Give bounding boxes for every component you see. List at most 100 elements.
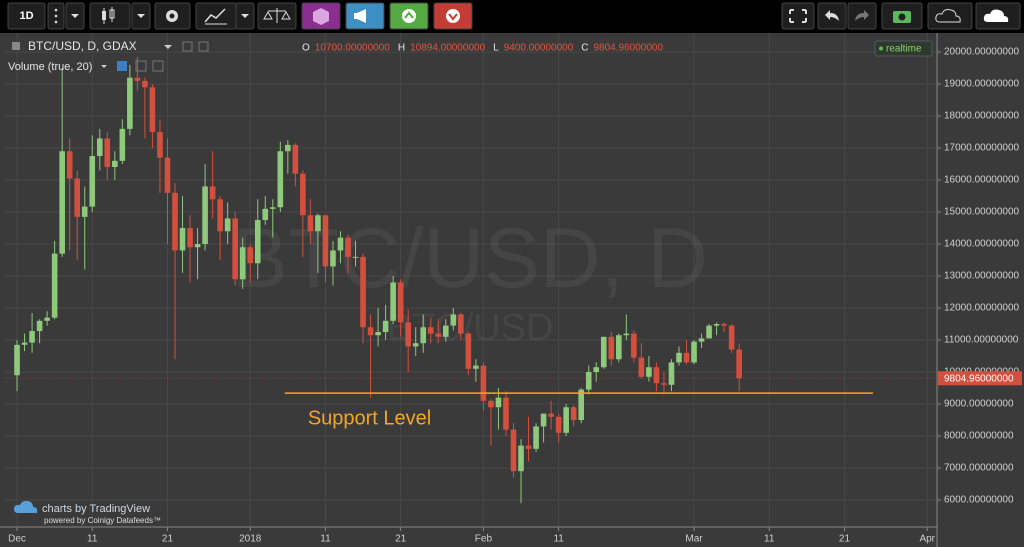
volume-settings[interactable] [135, 60, 147, 72]
candle-body [345, 237, 351, 257]
volume-label[interactable]: Volume (true, 20) [8, 61, 92, 73]
x-tick-label: Feb [475, 534, 493, 545]
candle-body [96, 138, 103, 157]
candle-body [202, 186, 208, 245]
x-tick-label: 11 [764, 534, 775, 545]
candle-body [593, 367, 600, 373]
candle-body [427, 327, 434, 334]
candle-body [51, 253, 58, 318]
candles [14, 56, 742, 504]
candle-body [322, 215, 329, 267]
candle-body [232, 218, 238, 280]
title-dropdown[interactable] [164, 45, 172, 49]
interval-button[interactable] [7, 2, 46, 30]
candle-body [473, 365, 479, 369]
candle-body [277, 151, 284, 208]
realtime-badge [874, 40, 933, 57]
y-tick-label: 17000.00000000 [944, 143, 1020, 154]
last-price-label: 9804.96000000 [944, 373, 1014, 384]
y-tick-label: 19000.00000000 [944, 79, 1020, 90]
x-tick-label: Apr [919, 534, 935, 545]
price-axis [937, 33, 1024, 547]
load-button[interactable] [927, 2, 973, 30]
last-price-box [938, 371, 1022, 386]
settings-icon[interactable] [198, 41, 209, 52]
candle-body [66, 151, 73, 179]
candle-body [209, 186, 216, 200]
x-tick-label: 21 [395, 534, 407, 545]
candle-body [81, 206, 88, 217]
candle-body [142, 80, 148, 88]
candle-body [405, 322, 411, 347]
candle-body [555, 416, 562, 433]
candle-body [74, 178, 81, 217]
candle-body [691, 341, 697, 363]
ohlc-value: 9400.00000000 [504, 43, 574, 54]
x-tick-label: 2018 [239, 534, 262, 545]
candle-body [292, 144, 299, 174]
candle-body [172, 192, 178, 251]
candle-body [540, 413, 547, 427]
candle-body [698, 338, 705, 342]
candle-body [164, 157, 171, 193]
candle-body [194, 244, 201, 248]
candle-body [44, 317, 50, 321]
powered-label: powered by Coinigy Datafeeds™ [44, 516, 161, 525]
fullscreen-button[interactable] [781, 2, 815, 30]
candle-body [390, 282, 396, 321]
candle-body [134, 77, 141, 81]
candle-body [563, 407, 569, 433]
indicators-button[interactable] [195, 2, 237, 30]
candle-body [420, 327, 427, 344]
candle-body [570, 407, 577, 421]
volume-dropdown[interactable] [101, 65, 107, 68]
candle-body [646, 367, 652, 377]
x-tick-label: 21 [162, 534, 174, 545]
candle-body [300, 173, 306, 216]
watermark: BTC/USD, D [232, 211, 708, 305]
candle-body [495, 397, 502, 408]
candle-body [149, 87, 156, 133]
candle-body [661, 383, 667, 385]
candle-body [465, 333, 472, 369]
candle-body [239, 247, 246, 280]
volume-icon[interactable] [117, 61, 127, 71]
y-tick-label: 6000.00000000 [944, 495, 1014, 506]
candle-body [623, 333, 630, 336]
candle-body [736, 349, 742, 379]
ohlc-key: L [493, 43, 499, 54]
x-tick-label: 11 [87, 534, 98, 545]
candle-body [608, 336, 615, 360]
candle-body [179, 228, 186, 251]
y-tick-label: 9000.00000000 [944, 399, 1014, 410]
volume-close[interactable] [152, 60, 164, 72]
series-icon [12, 42, 20, 50]
candle-body [676, 352, 682, 363]
y-tick-label: 14000.00000000 [944, 239, 1020, 250]
toolbar-icons [54, 7, 1009, 25]
ohlc-key: C [581, 43, 588, 54]
realtime-dot [879, 46, 883, 51]
candle-body [525, 445, 532, 449]
candle-body [89, 156, 96, 207]
candle-body [217, 199, 223, 232]
y-tick-label: 11000.00000000 [944, 335, 1019, 346]
candle-body [706, 325, 712, 339]
candle-body [600, 336, 607, 368]
series-title[interactable]: BTC/USD, D, GDAX [28, 39, 137, 53]
candle-body [254, 220, 261, 264]
candle-body [518, 445, 524, 472]
candle-body [458, 314, 464, 334]
hide-icon[interactable] [182, 41, 193, 52]
candle-body [352, 256, 359, 258]
ohlc-value: 10894.00000000 [410, 43, 486, 54]
y-tick-label: 18000.00000000 [944, 111, 1020, 122]
y-tick-label: 7000.00000000 [944, 463, 1014, 474]
candle-body [315, 215, 321, 232]
candle-body [668, 362, 675, 385]
y-tick-label: 15000.00000000 [944, 207, 1020, 218]
candle-body [29, 331, 35, 343]
y-tick-label: 12000.00000000 [944, 303, 1020, 314]
candle-body [435, 333, 442, 337]
